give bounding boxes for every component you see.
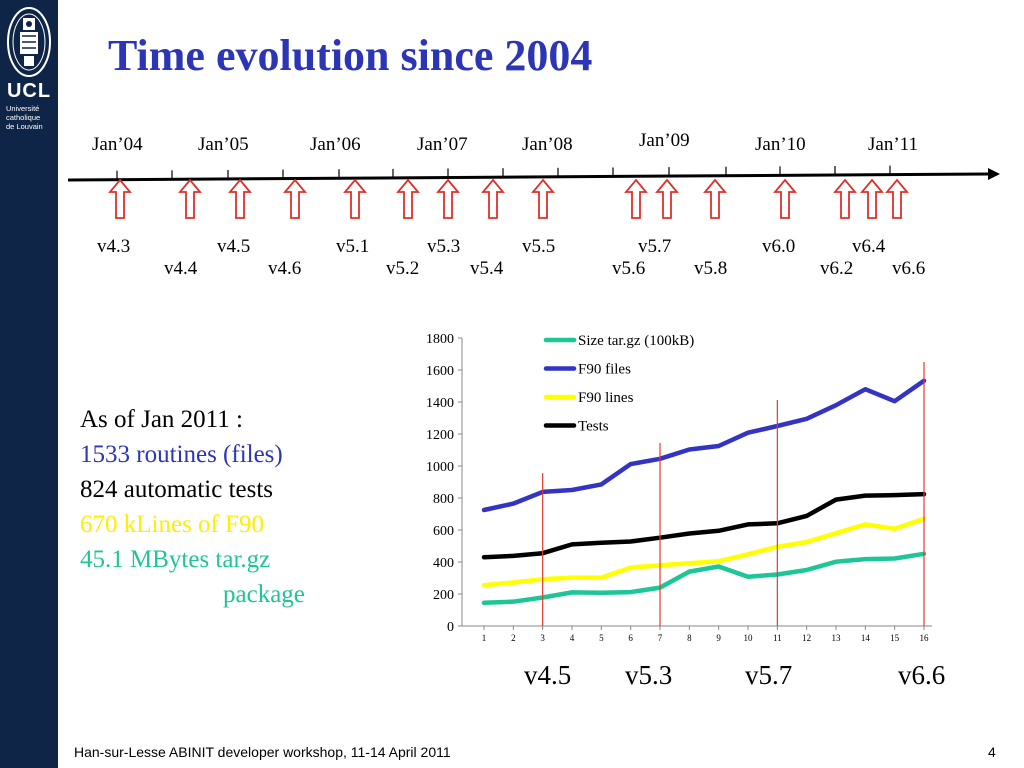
version-arrows <box>108 178 909 219</box>
version-arrow-icon <box>283 178 307 219</box>
version-arrow-icon <box>228 178 252 219</box>
y-tick-label: 600 <box>433 524 454 539</box>
version-label: v6.4 <box>852 236 886 257</box>
stats-klines: 670 kLines of F90 <box>80 511 265 538</box>
timeline-ticks <box>116 165 891 180</box>
stats-tests: 824 automatic tests <box>80 476 274 503</box>
y-tick-label: 0 <box>447 620 454 635</box>
year-label: Jan’04 <box>92 134 143 155</box>
x-tick-label: 12 <box>802 633 811 643</box>
version-arrow-icon <box>833 178 857 219</box>
y-tick-label: 1800 <box>426 332 454 347</box>
y-tick-label: 1400 <box>426 396 454 411</box>
y-tick-label: 1000 <box>426 460 454 475</box>
version-label: v5.2 <box>386 258 420 279</box>
x-tick-label: 10 <box>744 633 754 643</box>
x-tick-label: 2 <box>511 633 515 643</box>
y-tick-label: 400 <box>433 556 454 571</box>
legend-label: Size tar.gz (100kB) <box>578 333 694 349</box>
series-line <box>481 378 927 513</box>
version-arrow-icon <box>531 178 555 219</box>
version-label: v5.4 <box>470 258 504 279</box>
page-number: 4 <box>988 744 996 760</box>
version-arrow-icon <box>481 178 505 219</box>
footer-text: Han-sur-Lesse ABINIT developer workshop,… <box>74 744 451 760</box>
version-label: v5.5 <box>522 236 556 257</box>
series-line <box>481 551 927 606</box>
x-tick-label: 5 <box>599 633 604 643</box>
version-arrow-icon <box>624 178 648 219</box>
stats-heading: As of Jan 2011 : <box>80 406 243 433</box>
x-tick-label: 15 <box>890 633 900 643</box>
y-tick-label: 1200 <box>426 428 454 443</box>
stats-package: package <box>223 581 305 608</box>
stats-mbytes: 45.1 MBytes tar.gz <box>80 546 271 573</box>
year-label: Jan’08 <box>522 134 573 155</box>
x-tick-label: 7 <box>658 633 663 643</box>
logo-name: UCL <box>6 80 52 102</box>
version-label: v4.3 <box>97 236 131 257</box>
chart-version-label: v6.6 <box>898 660 946 690</box>
year-label: Jan’05 <box>198 134 249 155</box>
chart-version-label: v4.5 <box>524 660 572 690</box>
x-tick-label: 9 <box>716 633 721 643</box>
page-title: Time evolution since 2004 <box>108 31 593 80</box>
version-label: v6.6 <box>892 258 926 279</box>
timeline <box>67 165 1000 219</box>
stats-routines: 1533 routines (files) <box>80 441 283 468</box>
version-label: v6.0 <box>762 236 796 257</box>
x-tick-label: 16 <box>920 633 930 643</box>
year-label: Jan’10 <box>755 134 806 155</box>
version-arrow-icon <box>655 178 679 219</box>
x-tick-label: 14 <box>861 633 871 643</box>
version-arrow-icon <box>343 178 367 219</box>
version-label: v5.6 <box>612 258 646 279</box>
timeline-arrowhead <box>988 168 1000 180</box>
sidebar: UCL Université catholique de Louvain <box>0 0 58 768</box>
y-tick-label: 200 <box>433 588 454 603</box>
x-tick-label: 3 <box>540 633 545 643</box>
x-tick-label: 1 <box>482 633 487 643</box>
year-label: Jan’07 <box>417 134 468 155</box>
version-arrow-icon <box>436 178 460 219</box>
university-logo <box>4 4 54 85</box>
version-arrow-icon <box>396 178 420 219</box>
legend-label: F90 files <box>578 362 631 378</box>
version-label: v4.5 <box>217 236 251 257</box>
version-arrow-icon <box>773 178 797 219</box>
chart-version-label: v5.3 <box>625 660 673 690</box>
seal-icon <box>7 7 51 77</box>
x-tick-label: 8 <box>687 633 692 643</box>
logo-university: Université catholique de Louvain <box>6 104 43 131</box>
year-label: Jan’06 <box>310 134 361 155</box>
x-tick-label: 4 <box>570 633 575 643</box>
version-label: v5.3 <box>427 236 461 257</box>
x-tick-label: 13 <box>832 633 842 643</box>
version-arrow-icon <box>860 178 884 219</box>
series-line <box>481 516 927 588</box>
x-tick-label: 11 <box>773 633 782 643</box>
version-label: v4.4 <box>164 258 198 279</box>
year-label: Jan’11 <box>868 134 918 155</box>
version-label: v5.8 <box>694 258 728 279</box>
legend-label: Tests <box>578 419 609 435</box>
version-label: v6.2 <box>820 258 854 279</box>
version-label: v5.1 <box>336 236 370 257</box>
version-arrow-icon <box>885 178 909 219</box>
x-tick-label: 6 <box>628 633 633 643</box>
series-line <box>481 491 927 560</box>
stats-block: As of Jan 2011 : 1533 routines (files) 8… <box>80 402 305 612</box>
year-label: Jan’09 <box>639 130 690 151</box>
version-label: v4.6 <box>268 258 302 279</box>
version-arrow-icon <box>703 178 727 219</box>
version-label: v5.7 <box>638 236 672 257</box>
timeline-axis <box>67 172 989 182</box>
version-arrow-icon <box>178 178 202 219</box>
y-tick-label: 800 <box>433 492 454 507</box>
chart-version-label: v5.7 <box>745 660 793 690</box>
version-arrow-icon <box>108 178 132 219</box>
legend-label: F90 lines <box>578 390 634 406</box>
y-tick-label: 1600 <box>426 364 454 379</box>
